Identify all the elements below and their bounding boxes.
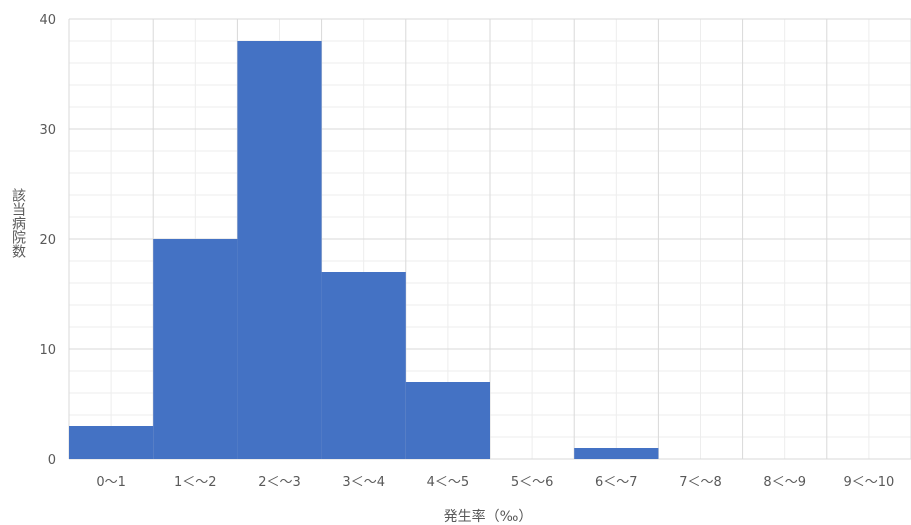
bar — [574, 448, 659, 459]
x-tick-labels: 0～1 1＜～2 2＜～3 3＜～4 4＜～5 5＜～6 6＜～7 7＜～8 8＜～9 9＜～10 — [96, 475, 894, 490]
x-tick-label: 7＜～8 — [679, 475, 722, 490]
y-axis-title: 該当病院数 — [10, 188, 26, 258]
y-tick-labels: 0 10 20 30 40 — [39, 13, 56, 468]
bar — [405, 382, 490, 459]
y-tick-label: 40 — [39, 13, 56, 28]
y-tick-label: 30 — [39, 123, 56, 138]
bar — [237, 41, 322, 459]
x-tick-label: 1＜～2 — [174, 475, 217, 490]
x-tick-label: 6＜～7 — [595, 475, 638, 490]
x-tick-label: 0～1 — [96, 475, 126, 490]
x-tick-label: 2＜～3 — [258, 475, 301, 490]
x-tick-label: 9＜～10 — [843, 475, 894, 490]
bar — [321, 272, 406, 459]
bar — [153, 239, 238, 459]
y-tick-label: 0 — [48, 453, 56, 468]
x-tick-label: 3＜～4 — [342, 475, 385, 490]
y-tick-label: 10 — [39, 343, 56, 358]
x-tick-label: 8＜～9 — [763, 475, 806, 490]
bars — [69, 41, 659, 459]
bar — [69, 426, 154, 459]
x-tick-label: 5＜～6 — [511, 475, 554, 490]
y-tick-label: 20 — [39, 233, 56, 248]
x-tick-label: 4＜～5 — [427, 475, 470, 490]
x-axis-title: 発生率（‰） — [444, 508, 533, 525]
